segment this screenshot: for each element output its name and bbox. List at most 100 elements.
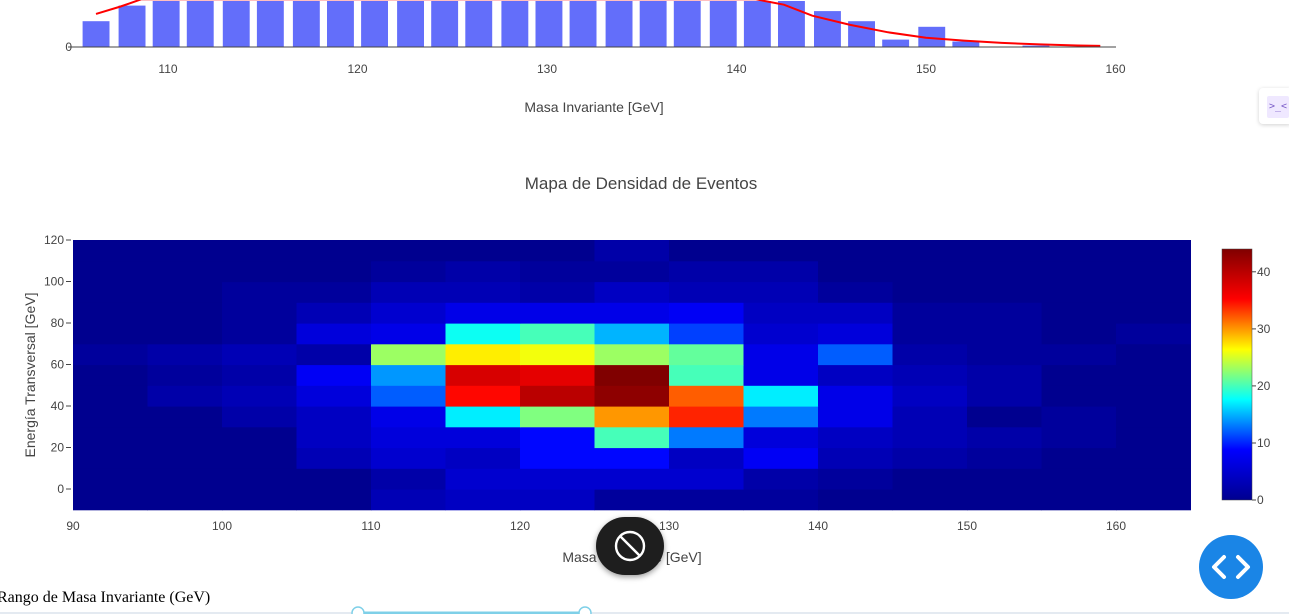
heat-y-tick-label: 60 <box>51 358 65 372</box>
heatmap-cell <box>1116 406 1191 428</box>
heatmap-cell <box>1041 468 1117 490</box>
heat-y-tick-label: 20 <box>51 441 65 455</box>
hist-bar <box>709 1 737 47</box>
heat-y-axis-title: Energía Transversal [GeV] <box>22 293 38 458</box>
heatmap-cell <box>73 406 148 428</box>
heatmap-cell <box>147 323 223 345</box>
heat-y-tick-label: 80 <box>51 316 65 330</box>
heatmap-cell <box>445 426 521 449</box>
heatmap-cell <box>1041 406 1117 428</box>
heatmap-cell <box>818 343 893 366</box>
heatmap-cell <box>222 406 297 428</box>
heatmap-cell <box>147 406 223 428</box>
heatmap-cell <box>445 240 521 262</box>
heatmap-cell <box>594 406 670 428</box>
heatmap-cell <box>520 447 595 469</box>
heatmap-cell <box>967 426 1042 449</box>
heatmap-cell <box>818 489 893 511</box>
heatmap-cell <box>147 385 223 407</box>
heatmap-cell <box>1116 489 1191 511</box>
hist-bar <box>256 1 284 47</box>
heatmap-cell <box>73 240 148 262</box>
slider-handle-min[interactable] <box>351 606 365 614</box>
heatmap-cell <box>1041 260 1117 283</box>
heatmap-cell <box>1116 302 1191 324</box>
heatmap-cell <box>1116 385 1191 407</box>
heatmap-cell <box>892 302 968 324</box>
heatmap-cell <box>520 260 595 283</box>
heatmap-cell <box>594 489 670 511</box>
heatmap-cell <box>1041 323 1117 345</box>
colorbar-tick-label: 20 <box>1257 379 1271 393</box>
hist-bar <box>535 1 563 47</box>
heatmap-cell <box>1116 426 1191 449</box>
heatmap-cell <box>1116 260 1191 283</box>
heatmap-cell <box>73 281 148 303</box>
colorbar-ticks: 0 10 20 30 40 <box>1252 265 1271 507</box>
range-slider[interactable] <box>0 606 1289 614</box>
heatmap-cell <box>967 281 1042 303</box>
heatmap-cell <box>445 260 521 283</box>
heatmap-cell <box>147 364 223 386</box>
hist-y-tick-label: 0 <box>65 40 72 54</box>
heatmap-cell <box>967 260 1042 283</box>
hist-bar <box>82 21 110 47</box>
heatmap-cell <box>818 323 893 345</box>
heatmap-cell <box>892 364 968 386</box>
density-heatmap: Mapa de Densidad de Eventos 90 100 110 120 1… <box>22 174 1271 565</box>
heatmap-cell <box>371 240 446 262</box>
heat-y-tick-label: 0 <box>57 482 64 496</box>
colorbar-tick-label: 30 <box>1257 322 1271 336</box>
heatmap-cell <box>520 281 595 303</box>
heatmap-cell <box>594 323 670 345</box>
heatmap-cell <box>296 281 372 303</box>
stop-button[interactable] <box>596 517 664 575</box>
heatmap-cell <box>892 426 968 449</box>
heat-x-ticks: 90 100 110 120 130 140 150 160 <box>66 519 1126 533</box>
block-icon <box>614 530 646 562</box>
heatmap-cell <box>222 323 297 345</box>
heatmap-cell <box>594 468 670 490</box>
hist-bar <box>431 1 459 47</box>
heatmap-cell <box>222 281 297 303</box>
heatmap-cell <box>520 323 595 345</box>
heatmap-cell <box>520 240 595 262</box>
heatmap-cell <box>520 426 595 449</box>
heatmap-cell <box>520 385 595 407</box>
hist-bar <box>152 1 180 47</box>
fit-curve <box>95 0 1101 47</box>
heatmap-cell <box>73 426 148 449</box>
heatmap-cell <box>594 447 670 469</box>
heatmap-cell <box>967 447 1042 469</box>
hist-bar <box>1022 45 1050 47</box>
slider-handle-max[interactable] <box>578 606 592 614</box>
heatmap-cell <box>445 385 521 407</box>
hist-x-axis-title: Masa Invariante [GeV] <box>524 99 663 115</box>
heatmap-cell <box>73 447 148 469</box>
hist-bar <box>952 41 980 47</box>
heatmap-cell <box>818 385 893 407</box>
heatmap-cell <box>147 447 223 469</box>
heatmap-cell <box>669 447 744 469</box>
heatmap-cell <box>73 323 148 345</box>
heatmap-cell <box>1116 281 1191 303</box>
heatmap-cell <box>743 323 819 345</box>
code-view-button[interactable] <box>1199 535 1263 599</box>
heatmap-cell <box>296 302 372 324</box>
heatmap-cell <box>147 302 223 324</box>
heatmap-cell <box>222 364 297 386</box>
hist-bar <box>361 1 388 47</box>
hist-bar <box>918 26 946 47</box>
side-panel-tab[interactable]: >_< <box>1259 88 1289 124</box>
heatmap-cell <box>1116 364 1191 386</box>
heatmap-cell <box>892 489 968 511</box>
colorbar-tick-label: 0 <box>1257 493 1264 507</box>
hist-x-tick-label: 130 <box>537 62 557 76</box>
heatmap-cell <box>818 364 893 386</box>
heat-y-tick-label: 120 <box>44 233 64 247</box>
heatmap-cell <box>445 343 521 366</box>
heatmap-cell <box>743 406 819 428</box>
heatmap-cell <box>371 302 446 324</box>
heatmap-cell <box>669 468 744 490</box>
code-brackets-icon <box>1212 555 1250 579</box>
